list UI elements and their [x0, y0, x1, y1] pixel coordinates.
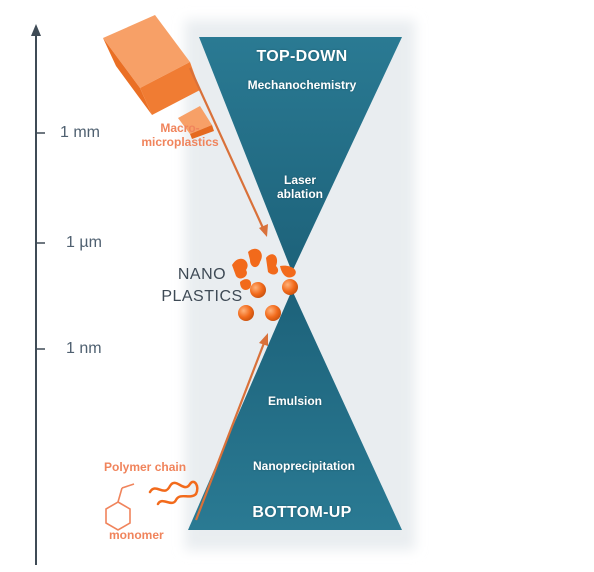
bottom-up-title: BOTTOM-UP	[252, 504, 352, 521]
scale-label-um: 1 µm	[66, 234, 102, 251]
nanoplastic-spheres-icon	[238, 279, 298, 321]
scale-axis-arrowhead	[31, 24, 41, 36]
method-emulsion: Emulsion	[267, 394, 322, 408]
macro-plastic-block-icon	[103, 15, 214, 139]
bottom-up-triangle	[188, 290, 402, 530]
top-down-arrow	[188, 67, 268, 237]
scale-label-nm: 1 nm	[66, 340, 102, 357]
bottom-up-arrow	[194, 333, 268, 521]
top-down-triangle	[199, 37, 402, 272]
polymer-chain-icon	[148, 480, 199, 506]
scale-label-mm: 1 mm	[60, 124, 100, 141]
nanoplastics-label: NANO PLASTICS	[161, 266, 243, 305]
macro-microplastics-label: Macro- microplastics	[141, 121, 219, 149]
method-mechanochemistry: Mechanochemistry	[247, 78, 357, 92]
monomer-icon	[105, 483, 135, 531]
monomer-label: monomer	[109, 528, 164, 542]
method-laser-ablation: Laser ablation	[276, 173, 323, 201]
nanoplastic-fragments-icon	[232, 248, 296, 290]
polymer-chain-label: Polymer chain	[104, 460, 187, 474]
method-nanoprecipitation: Nanoprecipitation	[252, 459, 355, 473]
top-down-title: TOP-DOWN	[256, 48, 348, 65]
